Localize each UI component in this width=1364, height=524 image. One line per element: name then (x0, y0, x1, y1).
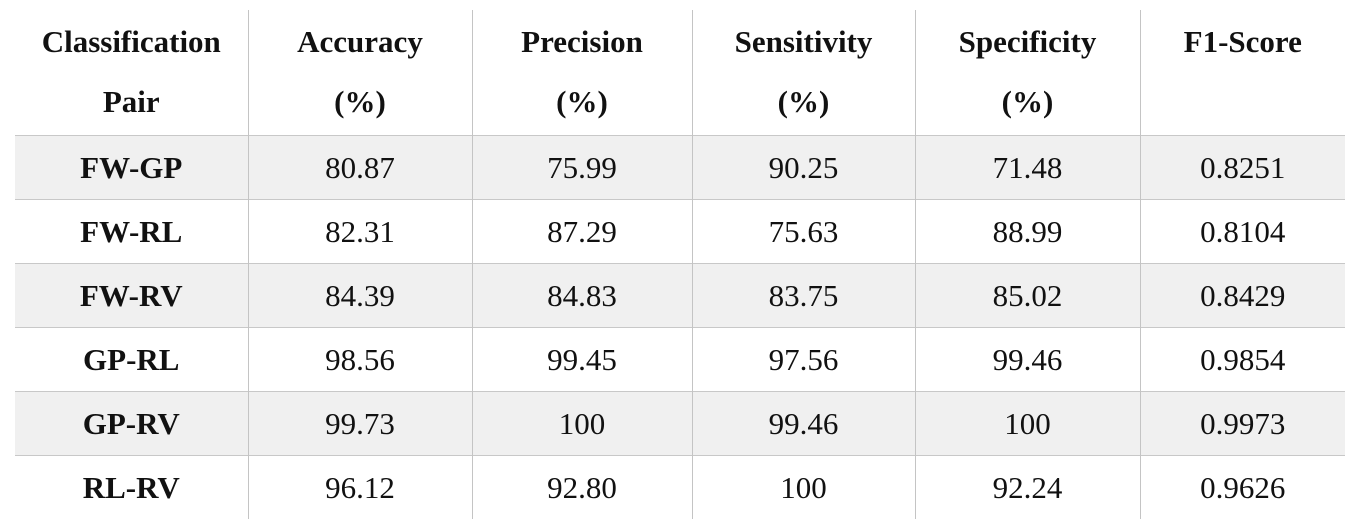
pair-cell: RL-RV (82, 469, 180, 505)
header-row: Classification Pair Accuracy (%) Precision (%… (15, 10, 1345, 136)
header-text: F1-Score (1183, 24, 1302, 59)
pair-cell: FW-RL (80, 213, 183, 249)
table-row: FW-RV 84.39 84.83 83.75 85.02 0.8429 (15, 263, 1345, 328)
metric-cell: 100 (471, 391, 692, 456)
metric-cell: 92.24 (914, 455, 1140, 519)
header-text: (%) (777, 84, 830, 119)
metric-cell: 75.63 (691, 199, 915, 264)
metric-cell: 99.46 (691, 391, 915, 456)
metric-cell: 96.12 (247, 455, 472, 519)
header-text: Classification (41, 24, 221, 59)
metric-cell: 100 (691, 455, 915, 519)
header-text: Specificity (958, 24, 1097, 59)
header-text: Pair (102, 84, 160, 119)
metric-cell: 84.83 (471, 263, 692, 328)
metric-cell: 0.9626 (1139, 455, 1345, 519)
header-text: (%) (1001, 84, 1054, 119)
header-cell: F1-Score (1139, 10, 1345, 136)
metric-cell: 98.56 (247, 327, 472, 392)
header-cell: Specificity (%) (914, 10, 1140, 136)
header-cell: Classification Pair (15, 10, 248, 136)
metric-cell: 71.48 (914, 135, 1140, 200)
header-cell: Precision (%) (471, 10, 692, 136)
table-body: FW-GP 80.87 75.99 90.25 71.48 0.8251 FW-RL 82.3… (15, 135, 1345, 519)
header-text: Accuracy (297, 24, 423, 59)
metric-cell: 92.80 (471, 455, 692, 519)
metric-cell: 0.8251 (1139, 135, 1345, 200)
metric-cell: 75.99 (471, 135, 692, 200)
metric-cell: 0.8429 (1139, 263, 1345, 328)
header-text: Sensitivity (734, 24, 873, 59)
results-table: Classification Pair Accuracy (%) Precision (%… (15, 10, 1345, 519)
header-cell: Sensitivity (%) (691, 10, 915, 136)
header-text: (%) (556, 84, 608, 119)
pair-cell: FW-RV (79, 277, 183, 313)
pair-cell: GP-RL (83, 341, 180, 377)
metric-cell: 83.75 (691, 263, 915, 328)
metric-cell: 100 (914, 391, 1140, 456)
metric-cell: 0.8104 (1139, 199, 1345, 264)
metric-cell: 84.39 (247, 263, 472, 328)
table-row: RL-RV 96.12 92.80 100 92.24 0.9626 (15, 455, 1345, 519)
metric-cell: 99.73 (247, 391, 472, 456)
metric-cell: 82.31 (247, 199, 472, 264)
metric-cell: 97.56 (691, 327, 915, 392)
metric-cell: 0.9854 (1139, 327, 1345, 392)
metric-cell: 99.46 (914, 327, 1140, 392)
table-row: GP-RL 98.56 99.45 97.56 99.46 0.9854 (15, 327, 1345, 392)
table-row: GP-RV 99.73 100 99.46 100 0.9973 (15, 391, 1345, 456)
metric-cell: 90.25 (691, 135, 915, 200)
pair-cell: FW-GP (80, 149, 183, 185)
metric-cell: 88.99 (914, 199, 1140, 264)
metric-cell: 99.45 (471, 327, 692, 392)
header-text: (%) (334, 84, 386, 119)
pair-cell: GP-RV (82, 405, 180, 441)
metric-cell: 0.9973 (1139, 391, 1345, 456)
metric-cell: 87.29 (471, 199, 692, 264)
metric-cell: 80.87 (247, 135, 472, 200)
header-text: Precision (521, 24, 643, 59)
header-cell: Accuracy (%) (247, 10, 472, 136)
metric-cell: 85.02 (914, 263, 1140, 328)
table-row: FW-GP 80.87 75.99 90.25 71.48 0.8251 (15, 135, 1345, 200)
table-row: FW-RL 82.31 87.29 75.63 88.99 0.8104 (15, 199, 1345, 264)
